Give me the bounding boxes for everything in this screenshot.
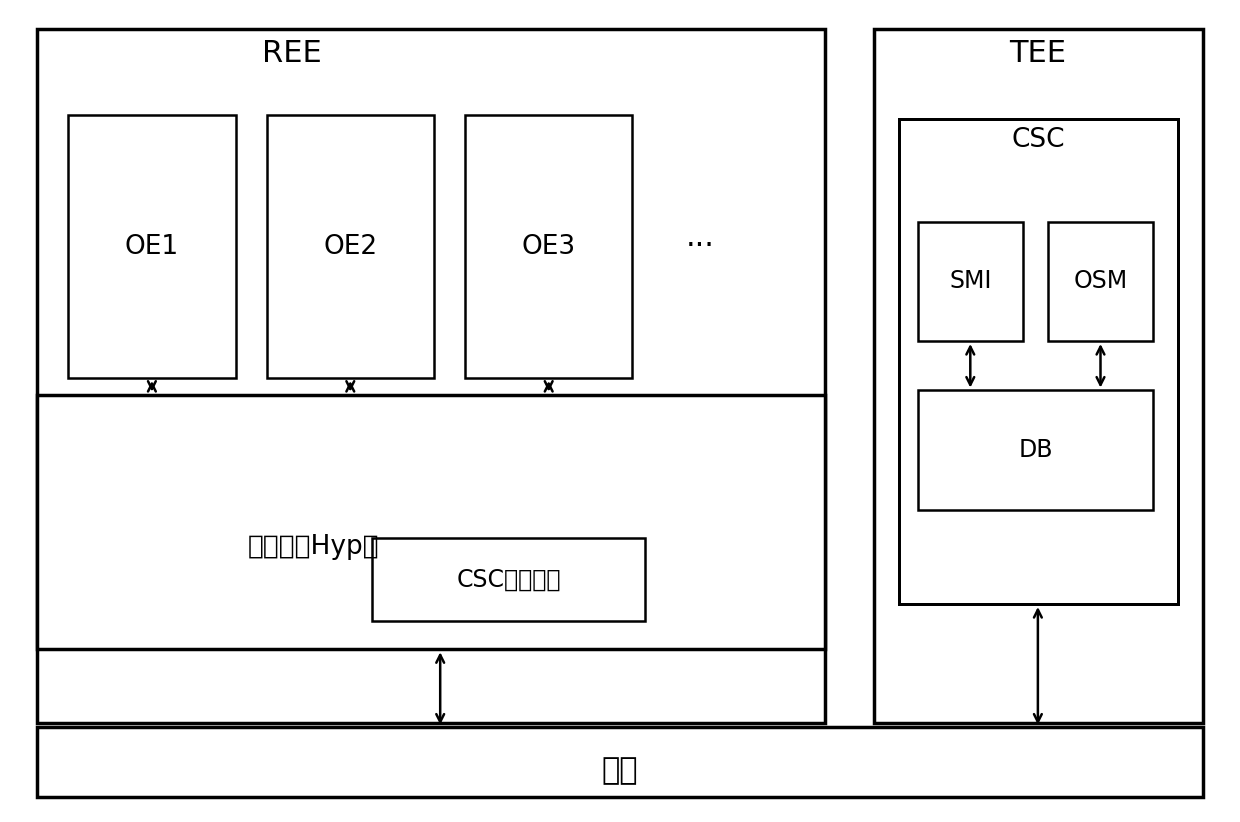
Text: ···: ··· [686,232,715,261]
Bar [899,119,1178,604]
Text: 微内核（Hyp）: 微内核（Hyp） [248,533,379,560]
Bar [37,395,825,649]
Text: SMI: SMI [949,269,992,293]
Bar [918,222,1023,341]
Text: TEE: TEE [1009,39,1066,68]
Text: OSM: OSM [1074,269,1127,293]
Bar [1048,222,1153,341]
Bar [267,115,434,378]
Bar [37,727,1203,797]
Bar [68,115,236,378]
Bar [372,538,645,621]
Text: OE3: OE3 [522,233,575,260]
Text: DB: DB [1018,437,1053,462]
Text: OE1: OE1 [125,233,179,260]
Text: CSC: CSC [1011,127,1065,153]
Bar [465,115,632,378]
Bar [874,29,1203,723]
Text: CSC安全陷入: CSC安全陷入 [456,567,560,592]
Bar [37,29,825,723]
Text: REE: REE [262,39,321,68]
Text: OE2: OE2 [324,233,377,260]
Bar [918,390,1153,510]
Text: 硬件: 硬件 [601,755,639,785]
